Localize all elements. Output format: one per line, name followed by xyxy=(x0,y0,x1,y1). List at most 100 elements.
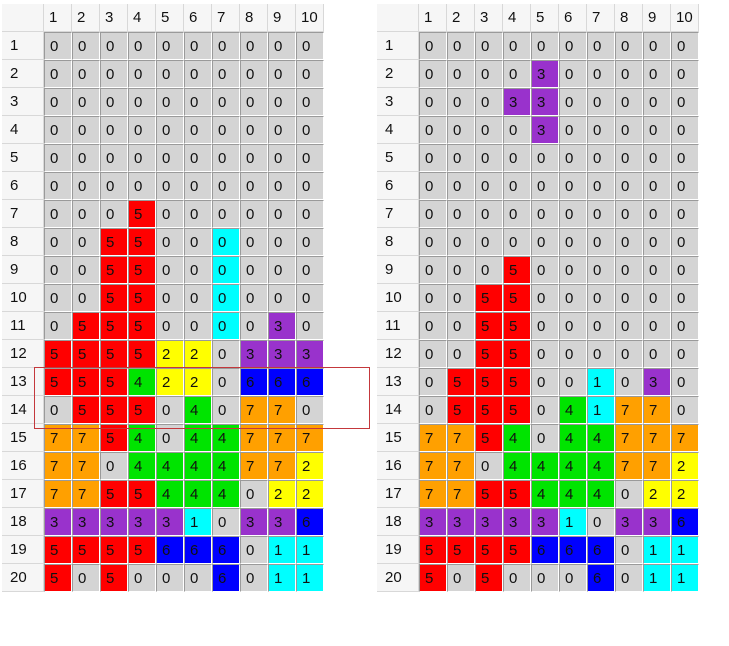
grid-cell[interactable]: 0 xyxy=(184,256,212,284)
column-header[interactable]: 8 xyxy=(615,4,643,32)
grid-cell[interactable]: 0 xyxy=(156,284,184,312)
row-header[interactable]: 17 xyxy=(2,480,44,508)
grid-cell[interactable]: 5 xyxy=(100,340,128,368)
grid-cell[interactable]: 0 xyxy=(671,116,699,144)
grid-cell[interactable]: 0 xyxy=(44,144,72,172)
grid-cell[interactable]: 0 xyxy=(531,228,559,256)
grid-cell[interactable]: 3 xyxy=(240,340,268,368)
grid-cell[interactable]: 0 xyxy=(296,32,324,60)
grid-cell[interactable]: 5 xyxy=(503,368,531,396)
grid-cell[interactable]: 0 xyxy=(447,284,475,312)
grid-cell[interactable]: 0 xyxy=(100,60,128,88)
grid-cell[interactable]: 0 xyxy=(72,564,100,592)
row-header[interactable]: 5 xyxy=(377,144,419,172)
grid-cell[interactable]: 7 xyxy=(643,452,671,480)
grid-cell[interactable]: 4 xyxy=(559,480,587,508)
grid-cell[interactable]: 0 xyxy=(643,312,671,340)
row-header[interactable]: 7 xyxy=(2,200,44,228)
grid-cell[interactable]: 0 xyxy=(559,340,587,368)
grid-cell[interactable]: 4 xyxy=(531,480,559,508)
grid-cell[interactable]: 4 xyxy=(184,452,212,480)
grid-cell[interactable]: 5 xyxy=(44,340,72,368)
grid-cell[interactable]: 7 xyxy=(72,452,100,480)
grid-cell[interactable]: 0 xyxy=(587,172,615,200)
grid-cell[interactable]: 0 xyxy=(559,200,587,228)
grid-cell[interactable]: 0 xyxy=(671,256,699,284)
grid-cell[interactable]: 0 xyxy=(268,144,296,172)
grid-cell[interactable]: 0 xyxy=(268,200,296,228)
grid-cell[interactable]: 0 xyxy=(156,144,184,172)
column-header[interactable]: 6 xyxy=(184,4,212,32)
grid-cell[interactable]: 7 xyxy=(615,424,643,452)
row-header[interactable]: 4 xyxy=(377,116,419,144)
grid-cell[interactable]: 1 xyxy=(268,564,296,592)
grid-cell[interactable]: 0 xyxy=(615,312,643,340)
grid-cell[interactable]: 3 xyxy=(419,508,447,536)
grid-cell[interactable]: 0 xyxy=(184,88,212,116)
grid-cell[interactable]: 0 xyxy=(184,284,212,312)
grid-cell[interactable]: 4 xyxy=(128,424,156,452)
grid-cell[interactable]: 0 xyxy=(475,200,503,228)
grid-cell[interactable]: 0 xyxy=(268,284,296,312)
grid-cell[interactable]: 0 xyxy=(643,200,671,228)
column-header[interactable]: 1 xyxy=(419,4,447,32)
grid-cell[interactable]: 0 xyxy=(671,32,699,60)
grid-cell[interactable]: 0 xyxy=(128,60,156,88)
grid-cell[interactable]: 0 xyxy=(240,32,268,60)
grid-cell[interactable]: 0 xyxy=(475,144,503,172)
grid-cell[interactable]: 4 xyxy=(156,480,184,508)
grid-cell[interactable]: 1 xyxy=(587,396,615,424)
grid-cell[interactable]: 0 xyxy=(531,396,559,424)
grid-cell[interactable]: 0 xyxy=(475,228,503,256)
grid-cell[interactable]: 0 xyxy=(671,144,699,172)
grid-cell[interactable]: 3 xyxy=(447,508,475,536)
row-header[interactable]: 7 xyxy=(377,200,419,228)
grid-cell[interactable]: 0 xyxy=(559,564,587,592)
grid-cell[interactable]: 0 xyxy=(419,144,447,172)
grid-cell[interactable]: 6 xyxy=(296,508,324,536)
grid-cell[interactable]: 0 xyxy=(419,172,447,200)
grid-cell[interactable]: 0 xyxy=(671,172,699,200)
grid-cell[interactable]: 5 xyxy=(419,536,447,564)
row-header[interactable]: 14 xyxy=(377,396,419,424)
grid-cell[interactable]: 1 xyxy=(587,368,615,396)
column-header[interactable]: 7 xyxy=(587,4,615,32)
grid-cell[interactable]: 0 xyxy=(503,32,531,60)
grid-cell[interactable]: 0 xyxy=(643,32,671,60)
grid-cell[interactable]: 5 xyxy=(475,312,503,340)
grid-cell[interactable]: 0 xyxy=(72,256,100,284)
grid-cell[interactable]: 1 xyxy=(671,564,699,592)
grid-cell[interactable]: 5 xyxy=(475,536,503,564)
grid-cell[interactable]: 5 xyxy=(72,396,100,424)
grid-cell[interactable]: 1 xyxy=(296,564,324,592)
grid-cell[interactable]: 0 xyxy=(643,340,671,368)
grid-cell[interactable]: 0 xyxy=(72,228,100,256)
grid-cell[interactable]: 7 xyxy=(240,452,268,480)
grid-cell[interactable]: 0 xyxy=(156,88,184,116)
grid-cell[interactable]: 0 xyxy=(240,60,268,88)
grid-cell[interactable]: 0 xyxy=(268,60,296,88)
grid-cell[interactable]: 5 xyxy=(475,424,503,452)
grid-cell[interactable]: 0 xyxy=(296,228,324,256)
grid-cell[interactable]: 0 xyxy=(671,368,699,396)
grid-cell[interactable]: 5 xyxy=(44,368,72,396)
grid-cell[interactable]: 0 xyxy=(671,228,699,256)
grid-cell[interactable]: 0 xyxy=(643,256,671,284)
grid-cell[interactable]: 0 xyxy=(128,172,156,200)
row-header[interactable]: 20 xyxy=(377,564,419,592)
grid-cell[interactable]: 0 xyxy=(587,312,615,340)
grid-cell[interactable]: 0 xyxy=(100,88,128,116)
grid-cell[interactable]: 0 xyxy=(587,340,615,368)
grid-cell[interactable]: 0 xyxy=(296,256,324,284)
grid-cell[interactable]: 0 xyxy=(615,368,643,396)
grid-cell[interactable]: 0 xyxy=(156,116,184,144)
grid-cell[interactable]: 0 xyxy=(587,88,615,116)
grid-cell[interactable]: 5 xyxy=(128,256,156,284)
grid-cell[interactable]: 0 xyxy=(419,368,447,396)
grid-cell[interactable]: 7 xyxy=(447,452,475,480)
row-header[interactable]: 13 xyxy=(377,368,419,396)
grid-cell[interactable]: 7 xyxy=(615,396,643,424)
grid-cell[interactable]: 0 xyxy=(475,452,503,480)
grid-cell[interactable]: 5 xyxy=(100,424,128,452)
grid-cell[interactable]: 6 xyxy=(212,536,240,564)
